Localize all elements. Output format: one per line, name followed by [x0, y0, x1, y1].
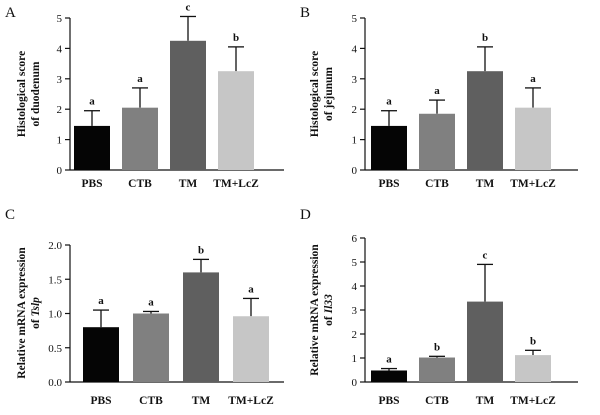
x-tick-label: TM+LcZ: [510, 178, 556, 190]
y-tick-label: 1: [352, 353, 358, 365]
y-tick-label: 1: [352, 135, 358, 147]
y-tick-label: 0.5: [48, 343, 62, 355]
y-tick-label: 4: [57, 43, 63, 55]
y-axis-label: Histological score of duodenum: [16, 51, 42, 137]
y-axis-label-line-2: of Tslp: [30, 297, 42, 329]
significance-label: a: [248, 283, 254, 295]
bar-tm-lcz: [515, 107, 551, 170]
chart-panel-a: A 0 1 2 3 4 5 Histological score of duodenum a PBS…: [5, 1, 284, 190]
y-axis-label-gene: Il33: [323, 294, 335, 314]
x-tick-label: CTB: [425, 395, 449, 407]
x-tick-label: PBS: [378, 395, 399, 407]
y-tick-label: 5: [57, 13, 63, 25]
y-tick-label: 5: [352, 257, 358, 269]
chart-panel-d: D 0 1 2 3 4 5 6 Relative mRNA expression of Il33 a…: [300, 207, 578, 407]
y-axis-label-line-1: Histological score: [16, 51, 28, 137]
y-tick-label: 4: [352, 43, 358, 55]
y-tick-label: 0.0: [48, 377, 62, 389]
significance-label: b: [434, 341, 440, 353]
y-axis-label-gene: Tslp: [30, 297, 42, 317]
significance-label: a: [434, 85, 440, 97]
y-tick-label: 1: [57, 135, 63, 147]
y-tick-label: 1.0: [48, 309, 62, 321]
bar-tm-lcz: [218, 71, 254, 170]
y-tick-label: 3: [352, 305, 358, 317]
y-tick-label: 0: [352, 165, 358, 177]
x-tick-label: TM: [192, 395, 211, 407]
x-tick-label: TM: [476, 178, 495, 190]
significance-label: a: [98, 295, 104, 307]
y-tick-label: 4: [352, 281, 358, 293]
y-tick-label: 2: [352, 329, 358, 341]
y-axis-label-text: of: [30, 316, 42, 328]
bar-ctb: [133, 313, 169, 382]
y-axis-label: Relative mRNA expression of Il33: [309, 244, 335, 376]
bar-tm: [183, 272, 219, 382]
y-tick-label: 2: [57, 104, 63, 116]
x-tick-label: CTB: [139, 395, 163, 407]
bar-pbs: [74, 125, 110, 170]
significance-label: c: [483, 249, 488, 261]
y-axis-label-line-1: Histological score: [309, 51, 321, 137]
significance-label: a: [386, 96, 392, 108]
y-tick-label: 0: [57, 165, 63, 177]
significance-label: b: [530, 335, 536, 347]
bar-pbs: [371, 125, 407, 170]
x-tick-label: PBS: [378, 178, 399, 190]
panel-letter: D: [300, 207, 311, 223]
y-tick-label: 3: [352, 74, 358, 86]
y-tick-label: 3: [57, 74, 63, 86]
x-tick-label: TM+LcZ: [213, 178, 259, 190]
x-tick-label: PBS: [81, 178, 102, 190]
significance-label: b: [233, 32, 239, 44]
y-tick-label: 2.0: [48, 240, 62, 252]
significance-label: a: [137, 73, 143, 85]
significance-label: a: [530, 73, 536, 85]
bar-tm: [467, 71, 503, 170]
significance-label: b: [482, 32, 488, 44]
y-axis-label-text: of: [323, 313, 335, 325]
x-tick-label: TM+LcZ: [228, 395, 274, 407]
bar-tm: [170, 40, 206, 170]
bar-tm-lcz: [233, 316, 269, 382]
x-tick-label: CTB: [128, 178, 152, 190]
y-axis-label-line-1: Relative mRNA expression: [309, 244, 321, 376]
significance-label: b: [198, 244, 204, 256]
panel-letter: B: [300, 5, 310, 21]
y-axis-label: Histological score of jejunum: [309, 51, 335, 137]
bar-pbs: [83, 327, 119, 382]
y-tick-label: 0: [352, 377, 358, 389]
y-tick-label: 1.5: [48, 274, 62, 286]
significance-label: c: [186, 1, 191, 13]
y-tick-label: 5: [352, 13, 358, 25]
x-tick-label: TM+LcZ: [510, 395, 556, 407]
x-tick-label: TM: [179, 178, 198, 190]
bar-ctb: [122, 107, 158, 170]
chart-panel-c: C 0.0 0.5 1.0 1.5 2.0 Relative mRNA expression…: [5, 207, 284, 407]
significance-label: a: [386, 354, 392, 366]
panel-letter: A: [5, 5, 16, 21]
significance-label: a: [148, 296, 154, 308]
x-tick-label: PBS: [90, 395, 111, 407]
y-axis-label-line-1: Relative mRNA expression: [16, 247, 28, 379]
x-tick-label: CTB: [425, 178, 449, 190]
bar-tm: [467, 301, 503, 382]
y-axis-label: Relative mRNA expression of Tslp: [16, 247, 42, 379]
bar-ctb: [419, 113, 455, 170]
significance-label: a: [89, 96, 95, 108]
bar-ctb: [419, 357, 455, 382]
y-axis-label-line-2: of jejunum: [323, 67, 335, 121]
y-tick-label: 6: [352, 233, 358, 245]
bar-pbs: [371, 370, 407, 382]
y-axis-label-line-2: of duodenum: [30, 61, 42, 126]
y-axis-label-line-2: of Il33: [323, 294, 335, 326]
panel-letter: C: [5, 207, 15, 223]
bar-tm-lcz: [515, 355, 551, 382]
chart-panel-b: B 0 1 2 3 4 5 Histological score of jejunum a PBS a…: [300, 5, 578, 190]
y-tick-label: 2: [352, 104, 358, 116]
x-tick-label: TM: [476, 395, 495, 407]
